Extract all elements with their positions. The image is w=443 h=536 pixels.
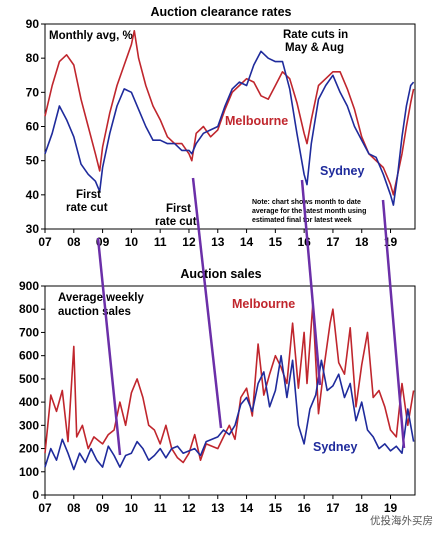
x-tick-label: 08 (67, 235, 81, 249)
x-tick-label: 17 (326, 235, 340, 249)
connector-line-2009 (96, 237, 122, 456)
y-axis-sales: 0 100 200 300 400 500 600 700 800 900 (19, 279, 45, 502)
x-tick-label: 07 (38, 235, 52, 249)
x-tick-label: 18 (355, 501, 369, 515)
x-axis-clearance: 07 08 09 10 11 12 13 14 15 16 17 18 19 (38, 229, 398, 249)
series-line-melbourne (44, 303, 415, 464)
series-label-sydney-sales: Sydney (313, 440, 358, 454)
x-tick-label: 18 (355, 235, 369, 249)
x-tick-label: 11 (154, 501, 167, 515)
chart-title-clearance: Auction clearance rates (150, 5, 291, 19)
connector-line-2012 (191, 177, 223, 429)
series-line-sydney (44, 50, 415, 206)
x-tick-label: 12 (182, 501, 196, 515)
x-tick-label: 09 (96, 501, 110, 515)
y-tick-label: 200 (19, 442, 39, 456)
annotation-first-cut-2b: rate cut (155, 216, 197, 228)
ylabel-sales-line-1: Average weekly (58, 292, 144, 304)
rate-cut-connectors (96, 177, 406, 456)
x-tick-label: 15 (269, 501, 283, 515)
x-tick-label: 13 (211, 501, 225, 515)
x-tick-label: 11 (154, 235, 167, 249)
y-tick-label: 700 (19, 325, 39, 339)
x-tick-label: 07 (38, 501, 52, 515)
x-tick-label: 14 (240, 501, 254, 515)
y-tick-label: 400 (19, 395, 39, 409)
series-line-melbourne (44, 29, 415, 196)
x-axis-sales: 07 08 09 10 11 12 13 14 15 16 17 18 19 (38, 495, 398, 515)
series-label-melbourne-sales: Melbourne (232, 297, 295, 311)
ylabel-clearance: Monthly avg, % (49, 30, 133, 42)
note-line-1: Note: chart shows month to date (252, 199, 361, 206)
y-tick-label: 50 (26, 154, 40, 168)
y-tick-label: 300 (19, 418, 39, 432)
annotation-first-cut-1b: rate cut (66, 202, 108, 214)
y-tick-label: 60 (26, 120, 40, 134)
chart-title-sales: Auction sales (180, 267, 261, 281)
y-tick-label: 70 (26, 85, 40, 99)
connector-line-2016 (300, 179, 322, 386)
annotation-rate-cuts-1: Rate cuts in (283, 29, 348, 41)
y-tick-label: 40 (26, 188, 40, 202)
series-lines-sales (44, 303, 415, 471)
y-tick-label: 800 (19, 302, 39, 316)
x-tick-label: 16 (297, 501, 311, 515)
note-line-3: estimated final for latest week (252, 217, 352, 224)
y-tick-label: 500 (19, 372, 39, 386)
annotation-first-cut-1a: First (76, 189, 101, 201)
x-tick-label: 10 (125, 235, 139, 249)
annotation-rate-cuts-2: May & Aug (285, 42, 344, 54)
x-tick-label: 14 (240, 235, 254, 249)
x-tick-label: 13 (211, 235, 225, 249)
x-tick-label: 17 (326, 501, 340, 515)
y-tick-label: 900 (19, 279, 39, 293)
x-tick-label: 08 (67, 501, 81, 515)
y-tick-label: 90 (26, 17, 40, 31)
x-tick-label: 15 (269, 235, 283, 249)
x-tick-label: 10 (125, 501, 139, 515)
note-line-2: average for the latest month using (252, 208, 366, 215)
annotation-first-cut-2a: First (166, 203, 191, 215)
watermark-text: 优投海外买房 (370, 514, 433, 527)
y-tick-label: 80 (26, 51, 40, 65)
x-tick-label: 12 (182, 235, 196, 249)
series-lines-clearance (44, 29, 415, 206)
y-tick-label: 100 (19, 465, 39, 479)
series-label-melbourne-clearance: Melbourne (225, 114, 288, 128)
x-tick-label: 19 (384, 501, 398, 515)
y-axis-clearance: 30 40 50 60 70 80 90 (26, 17, 45, 236)
connector-line-2019 (381, 199, 406, 449)
series-line-sydney (44, 354, 415, 471)
ylabel-sales-line-2: auction sales (58, 306, 131, 318)
series-label-sydney-clearance: Sydney (320, 164, 365, 178)
y-tick-label: 0 (32, 488, 39, 502)
plot-frame-sales (44, 285, 416, 496)
y-tick-label: 30 (26, 222, 40, 236)
y-tick-label: 600 (19, 349, 39, 363)
